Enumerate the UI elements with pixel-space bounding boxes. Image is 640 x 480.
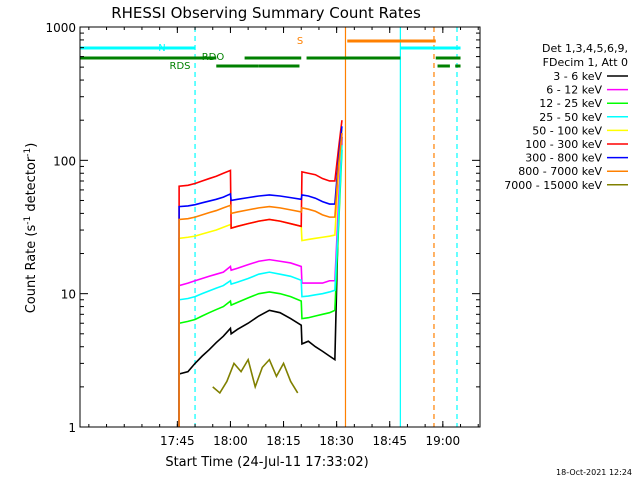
x-tick-label: 18:00	[213, 434, 248, 448]
chart-title: RHESSI Observing Summary Count Rates	[111, 4, 421, 22]
series-line-1	[178, 136, 343, 427]
flag-label-n: N	[158, 43, 165, 54]
y-axis-label-mid: detector	[24, 156, 39, 216]
y-axis-ticks: 1 10 100 1000	[45, 21, 480, 435]
x-tick-label: 17:45	[160, 434, 195, 448]
y-axis-label: Count Rate (s-1 detector-1)	[23, 143, 39, 314]
series-line-2	[178, 133, 343, 427]
legend-entry-label: 25 - 50 keV	[539, 111, 602, 124]
y-axis-label-main: Count Rate (s	[24, 225, 39, 314]
series-line-4	[178, 145, 343, 427]
plot-area: N S RDO RDS	[79, 26, 481, 428]
legend-entry-label: 6 - 12 keV	[546, 84, 602, 97]
series-line-6	[178, 120, 343, 427]
legend-entry-label: 12 - 25 keV	[539, 97, 602, 110]
x-tick-label: 19:00	[426, 434, 461, 448]
legend-entry-label: 800 - 7000 keV	[518, 165, 602, 178]
legend-entry-label: 100 - 300 keV	[525, 138, 602, 151]
x-tick-label: 18:15	[266, 434, 301, 448]
legend-header-line-1: Det 1,3,4,5,6,9,	[542, 42, 628, 55]
y-tick-label: 1000	[45, 21, 76, 35]
plot-frame	[79, 26, 481, 428]
y-axis-label-sup1: -1	[23, 216, 33, 225]
legend: Det 1,3,4,5,6,9, FDecim 1, Att 0 3 - 6 k…	[504, 42, 628, 192]
x-axis-ticks: 17:45 18:00 18:15 18:30 18:45 19:00	[88, 27, 479, 448]
series-line-7	[178, 126, 343, 427]
legend-entry-label: 7000 - 15000 keV	[504, 179, 602, 192]
legend-header-line-2: FDecim 1, Att 0	[543, 56, 628, 69]
series-line-8	[178, 133, 343, 427]
footer-timestamp: 18-Oct-2021 12:24	[556, 468, 632, 477]
flag-label-s: S	[297, 36, 303, 47]
y-axis-label-sup2: -1	[23, 148, 33, 157]
flag-label-rds: RDS	[170, 61, 191, 72]
legend-entry-label: 50 - 100 keV	[532, 124, 602, 137]
x-tick-label: 18:45	[372, 434, 407, 448]
x-tick-label: 18:30	[319, 434, 354, 448]
y-tick-label: 100	[53, 154, 76, 168]
series-line-9	[212, 357, 299, 395]
legend-entry-label: 300 - 800 keV	[525, 152, 602, 165]
y-axis-label-end: )	[24, 143, 39, 148]
legend-entry-label: 3 - 6 keV	[553, 70, 602, 83]
y-tick-label: 10	[61, 288, 76, 302]
x-axis-label: Start Time (24-Jul-11 17:33:02)	[165, 455, 368, 470]
flag-label-rdo: RDO	[202, 52, 225, 63]
y-tick-label: 1	[68, 421, 76, 435]
series-line-3	[178, 149, 343, 427]
